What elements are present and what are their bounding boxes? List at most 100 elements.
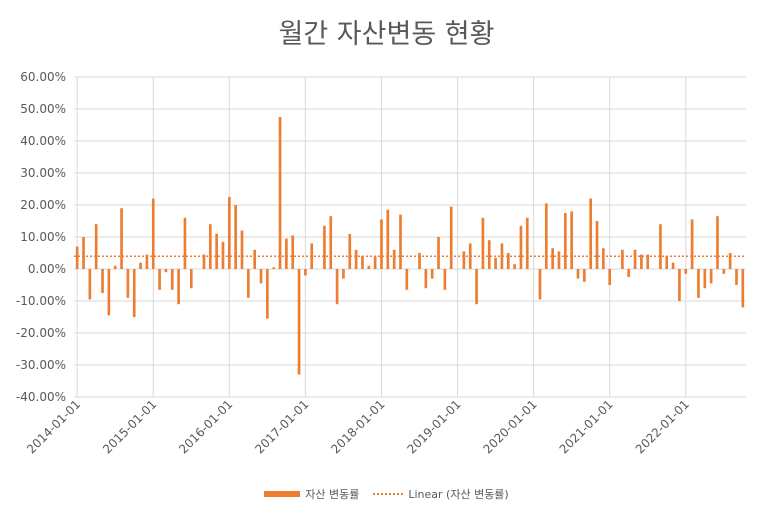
bar[interactable]	[576, 269, 580, 279]
bar[interactable]	[621, 249, 624, 269]
bar[interactable]	[221, 241, 225, 269]
bar[interactable]	[678, 269, 681, 301]
bars-layer	[75, 117, 745, 375]
bar[interactable]	[88, 269, 92, 300]
bar[interactable]	[348, 233, 352, 269]
bar[interactable]	[145, 254, 149, 269]
bar[interactable]	[595, 221, 599, 269]
bar[interactable]	[506, 253, 510, 269]
bar[interactable]	[132, 269, 136, 317]
bar[interactable]	[519, 225, 523, 269]
bar[interactable]	[399, 214, 402, 269]
bar[interactable]	[462, 251, 466, 269]
bar[interactable]	[722, 269, 726, 274]
bar[interactable]	[538, 269, 542, 300]
bar[interactable]	[583, 269, 586, 282]
bar[interactable]	[227, 197, 231, 269]
bar[interactable]	[563, 213, 567, 269]
bar[interactable]	[183, 217, 187, 269]
bar[interactable]	[259, 269, 263, 284]
bar[interactable]	[373, 256, 377, 269]
bar[interactable]	[475, 269, 478, 305]
bar[interactable]	[120, 208, 123, 269]
bar[interactable]	[354, 249, 358, 269]
bar[interactable]	[297, 269, 301, 375]
legend-item-series[interactable]: 자산 변동률	[264, 486, 359, 502]
bar[interactable]	[113, 265, 117, 269]
bar[interactable]	[424, 269, 428, 289]
bar[interactable]	[170, 269, 174, 290]
bar[interactable]	[139, 262, 142, 269]
bar[interactable]	[323, 225, 326, 269]
bar[interactable]	[75, 246, 79, 269]
bar[interactable]	[627, 269, 631, 277]
bar[interactable]	[684, 269, 688, 274]
bar[interactable]	[392, 249, 396, 269]
bar[interactable]	[633, 249, 637, 269]
legend-item-trendline[interactable]: Linear (자산 변동률)	[373, 486, 509, 502]
bar[interactable]	[659, 224, 662, 269]
bar[interactable]	[278, 117, 282, 269]
bar[interactable]	[380, 219, 383, 269]
bar[interactable]	[126, 269, 130, 298]
bar[interactable]	[285, 238, 288, 269]
bar[interactable]	[367, 265, 371, 269]
bar[interactable]	[437, 237, 440, 269]
bar[interactable]	[82, 237, 85, 269]
bar[interactable]	[94, 224, 98, 269]
bar[interactable]	[728, 253, 732, 269]
bar[interactable]	[418, 253, 421, 269]
bar[interactable]	[589, 198, 593, 269]
bar[interactable]	[709, 269, 713, 284]
bar[interactable]	[266, 269, 269, 319]
bar[interactable]	[513, 264, 516, 269]
bar[interactable]	[202, 254, 206, 269]
bar[interactable]	[544, 203, 548, 269]
bar[interactable]	[481, 217, 485, 269]
bar[interactable]	[386, 209, 390, 269]
bar[interactable]	[272, 267, 276, 269]
bar[interactable]	[342, 269, 345, 279]
bar[interactable]	[247, 269, 250, 298]
bar[interactable]	[697, 269, 700, 298]
bar[interactable]	[329, 216, 333, 269]
bar[interactable]	[690, 219, 694, 269]
bar[interactable]	[570, 211, 573, 269]
bar[interactable]	[671, 262, 675, 269]
bar[interactable]	[430, 269, 434, 279]
bar[interactable]	[164, 269, 168, 273]
bar[interactable]	[405, 269, 409, 290]
bar[interactable]	[494, 257, 497, 269]
bar[interactable]	[208, 224, 212, 269]
bar[interactable]	[361, 256, 364, 269]
bar[interactable]	[240, 230, 244, 269]
bar[interactable]	[253, 249, 257, 269]
bar[interactable]	[487, 240, 491, 269]
bar[interactable]	[741, 269, 745, 308]
bar[interactable]	[449, 206, 453, 269]
bar[interactable]	[640, 254, 643, 269]
bar[interactable]	[602, 248, 605, 269]
bar[interactable]	[101, 269, 104, 293]
bar[interactable]	[158, 269, 161, 290]
bar[interactable]	[189, 269, 193, 289]
bar[interactable]	[551, 248, 554, 269]
bar[interactable]	[735, 269, 738, 285]
bar[interactable]	[608, 269, 612, 285]
bar[interactable]	[151, 198, 155, 269]
bar[interactable]	[500, 243, 504, 269]
bar[interactable]	[557, 251, 561, 269]
bar[interactable]	[703, 269, 707, 289]
bar[interactable]	[234, 205, 237, 269]
bar[interactable]	[646, 254, 650, 269]
bar[interactable]	[107, 269, 111, 316]
bar[interactable]	[335, 269, 339, 305]
bar[interactable]	[291, 235, 295, 269]
bar[interactable]	[716, 216, 719, 269]
bar[interactable]	[665, 256, 669, 269]
bar[interactable]	[443, 269, 447, 290]
bar[interactable]	[177, 269, 180, 305]
bar[interactable]	[304, 269, 307, 276]
bar[interactable]	[525, 217, 529, 269]
bar[interactable]	[215, 233, 218, 269]
